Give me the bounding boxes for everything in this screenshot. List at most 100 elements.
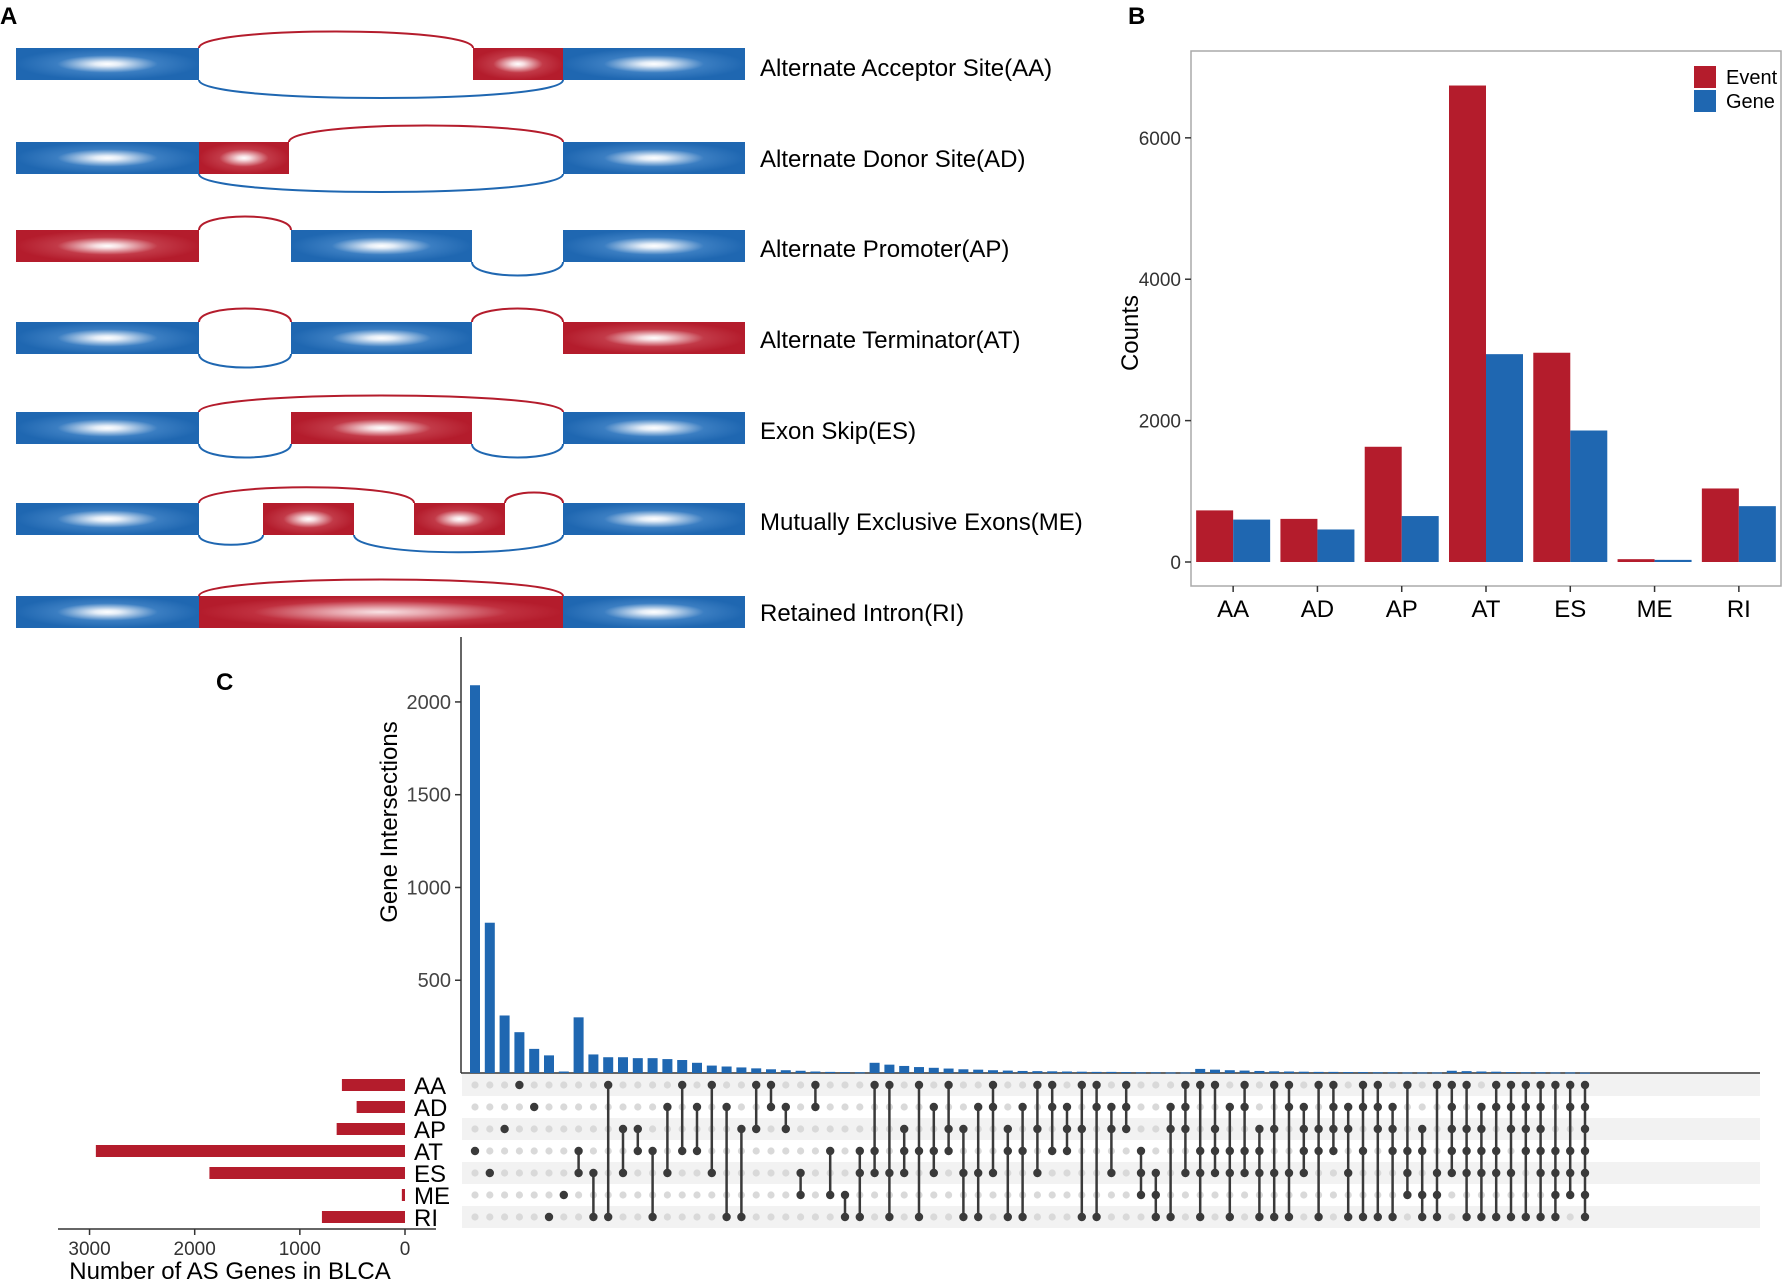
set-size-bar-es — [209, 1167, 405, 1179]
intersection-bar — [706, 1065, 717, 1073]
intersection-bar — [529, 1048, 540, 1073]
matrix-dot-on — [1462, 1124, 1471, 1134]
set-size-tick-label: 3000 — [68, 1239, 110, 1260]
intersection-bar — [1580, 1072, 1590, 1074]
intersection-bar — [544, 1055, 554, 1073]
x-axis: AA AD AP AT ES ME RI — [1217, 586, 1751, 623]
intersection-bar — [1121, 1072, 1132, 1074]
matrix-dot-off — [1048, 1213, 1056, 1221]
intersection-bar — [1446, 1070, 1457, 1073]
matrix-dot-on — [574, 1146, 583, 1156]
intersection-bar — [1491, 1071, 1502, 1073]
matrix-dot-on — [1329, 1080, 1338, 1090]
matrix-dot-on — [870, 1080, 879, 1090]
matrix-dot-off — [545, 1147, 553, 1155]
matrix-dot-off — [782, 1213, 790, 1221]
matrix-dot-off — [1211, 1191, 1219, 1199]
matrix-dot-on — [1255, 1146, 1264, 1156]
matrix-dot-off — [767, 1125, 775, 1133]
intersection-bar — [943, 1068, 954, 1073]
matrix-dot-off — [471, 1103, 479, 1111]
matrix-dot-on — [618, 1124, 628, 1134]
matrix-dot-on — [1107, 1124, 1116, 1134]
intersection-bar — [618, 1057, 628, 1073]
intersection-matrix — [470, 1080, 1590, 1222]
splice-arc-red — [198, 394, 564, 413]
matrix-dot-on — [1151, 1212, 1161, 1222]
matrix-dot-on — [1048, 1080, 1057, 1090]
matrix-dot-on — [1432, 1080, 1442, 1090]
matrix-dot-on — [914, 1146, 924, 1156]
matrix-dot-off — [959, 1081, 968, 1089]
matrix-dot-on — [1462, 1212, 1471, 1222]
exon-block — [563, 503, 745, 535]
matrix-dot-off — [752, 1147, 760, 1155]
y-axis-label: Counts — [1117, 295, 1144, 371]
bar-gene-es — [1570, 430, 1608, 562]
set-size-tick-label: 0 — [400, 1239, 411, 1260]
bar-event-ri — [1701, 488, 1739, 562]
matrix-dot-off — [1566, 1213, 1574, 1221]
matrix-dot-on — [1506, 1212, 1516, 1222]
matrix-dot-on — [1033, 1168, 1042, 1178]
matrix-dot-off — [560, 1125, 568, 1133]
matrix-dot-off — [797, 1213, 805, 1221]
intersection-bar — [795, 1070, 806, 1073]
matrix-dot-off — [1063, 1213, 1071, 1221]
matrix-dot-on — [840, 1190, 850, 1200]
matrix-dot-off — [945, 1213, 953, 1221]
matrix-dot-off — [1344, 1081, 1352, 1089]
matrix-dot-on — [1314, 1146, 1323, 1156]
intersection-bar — [1032, 1071, 1043, 1073]
intersection-bar — [1106, 1071, 1117, 1073]
matrix-dot-off — [545, 1169, 553, 1177]
matrix-dot-off — [486, 1081, 494, 1089]
splice-arc-blue — [353, 534, 564, 554]
set-size-tick-label: 2000 — [174, 1239, 216, 1260]
matrix-dot-on — [929, 1146, 938, 1156]
matrix-dot-on — [663, 1102, 672, 1112]
bar-gene-me — [1654, 559, 1692, 562]
matrix-dot-off — [1418, 1081, 1426, 1089]
intersection-bar — [1402, 1072, 1413, 1074]
intersection-bar — [1284, 1071, 1294, 1073]
matrix-dot-on — [974, 1102, 983, 1112]
bar-event-ap — [1364, 446, 1402, 562]
matrix-dot-on — [1181, 1124, 1190, 1134]
intersection-bar — [692, 1062, 702, 1073]
matrix-dot-off — [1152, 1147, 1160, 1155]
matrix-dot-off — [900, 1191, 908, 1199]
matrix-dot-on — [1181, 1080, 1190, 1090]
splice-arc-blue — [471, 261, 564, 277]
y-tick-label: 4000 — [1139, 270, 1181, 291]
matrix-dot-off — [530, 1169, 538, 1177]
matrix-dot-on — [1299, 1146, 1309, 1156]
matrix-dot-on — [1388, 1146, 1397, 1156]
matrix-dot-on — [1521, 1212, 1531, 1222]
matrix-dot-off — [575, 1103, 583, 1111]
matrix-dot-off — [811, 1169, 820, 1177]
legend-label-gene: Gene — [1726, 91, 1775, 113]
matrix-dot-off — [1004, 1103, 1012, 1111]
intersection-bar — [1165, 1072, 1176, 1074]
matrix-dot-on — [737, 1124, 746, 1134]
matrix-dot-on — [1551, 1190, 1560, 1200]
matrix-dot-off — [767, 1147, 775, 1155]
x-tick-label: AA — [1217, 596, 1249, 623]
matrix-dot-off — [634, 1213, 642, 1221]
matrix-dot-on — [1403, 1190, 1412, 1200]
intersection-bar — [1076, 1071, 1087, 1073]
intersection-bar — [603, 1057, 614, 1073]
intersection-bar — [854, 1072, 865, 1074]
matrix-dot-on — [1166, 1102, 1175, 1112]
matrix-dot-off — [1033, 1191, 1041, 1199]
matrix-dot-off — [811, 1191, 820, 1199]
matrix-dot-on — [1196, 1168, 1205, 1178]
matrix-dot-on — [692, 1102, 702, 1112]
set-size-bar-ri — [321, 1211, 405, 1223]
matrix-dot-on — [1373, 1212, 1383, 1222]
matrix-dot-on — [1536, 1102, 1545, 1112]
exon-block — [563, 596, 745, 628]
